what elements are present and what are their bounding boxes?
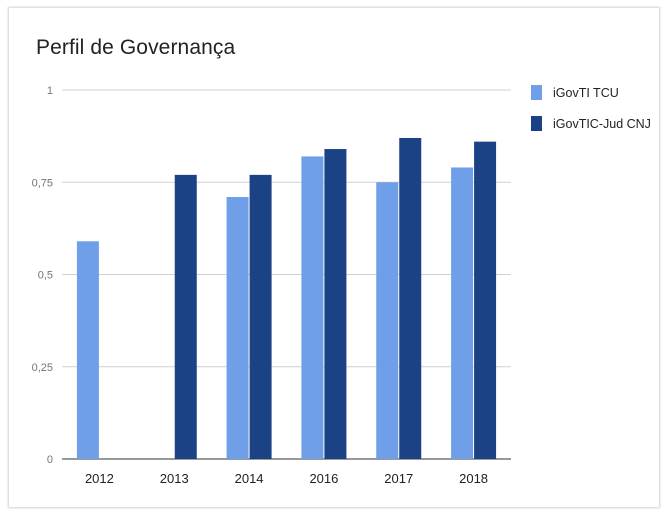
bar-igovtic-jud-cnj-2018 bbox=[474, 141, 497, 459]
bar-igovtic-jud-cnj-2016 bbox=[324, 149, 347, 460]
x-tick-label: 2014 bbox=[235, 471, 264, 486]
x-tick-label: 2013 bbox=[160, 471, 189, 486]
bar-igovtic-jud-cnj-2013 bbox=[174, 174, 197, 459]
bar-igovtic-jud-cnj-2014 bbox=[249, 174, 272, 459]
legend-swatch bbox=[531, 85, 542, 100]
bar-igovti-tcu-2014 bbox=[226, 197, 249, 459]
bar-igovti-tcu-2016 bbox=[301, 156, 324, 460]
legend-swatch bbox=[531, 116, 542, 131]
bar-chart: 0 0,25 0,5 0,75 1 2012 2013 2014 2016 2017 2018 bbox=[32, 85, 511, 486]
y-tick-label: 0 bbox=[47, 454, 53, 466]
legend-label: iGovTI TCU bbox=[553, 85, 619, 100]
bar-igovti-tcu-2018 bbox=[451, 167, 474, 460]
bar-igovtic-jud-cnj-2017 bbox=[399, 137, 422, 459]
y-tick-label: 0,75 bbox=[32, 177, 53, 189]
x-tick-label: 2017 bbox=[384, 471, 413, 486]
x-tick-label: 2016 bbox=[309, 471, 338, 486]
x-tick-label: 2012 bbox=[85, 471, 114, 486]
bar-igovti-tcu-2012 bbox=[76, 241, 99, 459]
chart-card: Perfil de Governança 0 0,25 0,5 0,75 1 2012 20… bbox=[9, 8, 659, 507]
legend-item: iGovTIC-Jud CNJ bbox=[531, 116, 651, 131]
y-tick-label: 1 bbox=[47, 85, 53, 97]
y-tick-label: 0,5 bbox=[38, 270, 53, 282]
legend-label: iGovTIC-Jud CNJ bbox=[553, 116, 651, 131]
y-tick-label: 0,25 bbox=[32, 362, 53, 374]
x-tick-label: 2018 bbox=[459, 471, 488, 486]
chart-title: Perfil de Governança bbox=[36, 36, 236, 59]
legend-item: iGovTI TCU bbox=[531, 85, 619, 100]
bar-igovti-tcu-2017 bbox=[376, 182, 399, 459]
